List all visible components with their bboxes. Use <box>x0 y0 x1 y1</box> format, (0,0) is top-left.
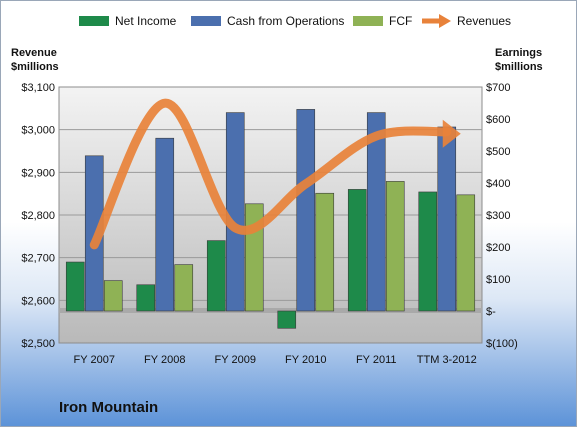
legend-item-revenues: Revenues <box>421 11 511 31</box>
left-axis-title: Revenue $millions <box>11 46 59 74</box>
bar-fcf <box>385 181 405 312</box>
bar-fcf <box>174 264 194 312</box>
bar-cash-from-operations <box>437 126 457 312</box>
bar-fcf <box>103 280 123 312</box>
legend-label: Revenues <box>457 14 512 28</box>
legend-item-net-income: Net Income <box>79 11 176 31</box>
bar-fcf <box>456 194 476 312</box>
arrow-icon <box>422 14 451 28</box>
left-axis-tick-label: $3,100 <box>21 82 55 94</box>
revenue-line <box>89 98 452 250</box>
bar-net-income <box>206 240 226 312</box>
right-axis-tick-label: $700 <box>486 82 510 94</box>
legend-item-fcf: FCF <box>353 11 412 31</box>
right-axis-title: Earnings $millions <box>495 46 543 74</box>
legend-label: FCF <box>389 14 413 28</box>
revenue-arrowhead <box>442 119 461 148</box>
right-axis-tick-label: $- <box>486 306 496 318</box>
zero-floor <box>59 308 482 313</box>
bar-net-income <box>418 191 438 312</box>
legend: Net Income Cash from Operations FCF Reve… <box>1 11 576 33</box>
x-axis-category-label: FY 2011 <box>356 354 397 366</box>
right-axis-title-line: Earnings <box>495 47 543 59</box>
left-axis-tick-label: $2,600 <box>21 295 55 307</box>
x-axis-category-label: FY 2009 <box>215 354 256 366</box>
left-axis-title-line: Revenue <box>11 47 57 59</box>
bar-net-income <box>65 261 85 312</box>
bar-net-income <box>277 310 297 329</box>
legend-swatch <box>79 16 109 26</box>
company-name: Iron Mountain <box>59 399 159 416</box>
right-axis-tick-label: $200 <box>486 242 510 254</box>
right-axis-tick-label: $100 <box>486 274 510 286</box>
left-axis-tick-label: $2,500 <box>21 338 55 350</box>
legend-swatch <box>353 16 383 26</box>
bar-net-income <box>136 284 156 312</box>
bar-cash-from-operations <box>366 112 386 312</box>
legend-swatch <box>191 16 221 26</box>
left-axis-tick-label: $2,800 <box>21 210 55 222</box>
left-axis-tick-label: $3,000 <box>21 125 55 137</box>
x-axis-category-label: FY 2007 <box>74 354 115 366</box>
left-axis-tick-label: $2,900 <box>21 167 55 179</box>
right-axis-tick-label: $400 <box>486 178 510 190</box>
right-axis-tick-label: $500 <box>486 146 510 158</box>
right-axis-tick-label: $300 <box>486 210 510 222</box>
bar-cash-from-operations <box>296 109 316 312</box>
right-axis-tick-label: $(100) <box>486 338 518 350</box>
left-axis-title-line: $millions <box>11 61 59 73</box>
bar-cash-from-operations <box>155 137 175 312</box>
bar-cash-from-operations <box>225 112 245 312</box>
x-axis-category-label: TTM 3-2012 <box>417 354 477 366</box>
x-axis-category-label: FY 2008 <box>144 354 185 366</box>
bar-net-income <box>347 189 367 312</box>
right-axis-tick-label: $600 <box>486 114 510 126</box>
legend-label: Net Income <box>115 14 177 28</box>
legend-label: Cash from Operations <box>227 14 345 28</box>
right-axis-title-line: $millions <box>495 61 543 73</box>
bar-fcf <box>315 192 335 312</box>
left-axis-tick-label: $2,700 <box>21 253 55 265</box>
x-axis-category-label: FY 2010 <box>285 354 326 366</box>
legend-item-cash-from-operations: Cash from Operations <box>191 11 344 31</box>
